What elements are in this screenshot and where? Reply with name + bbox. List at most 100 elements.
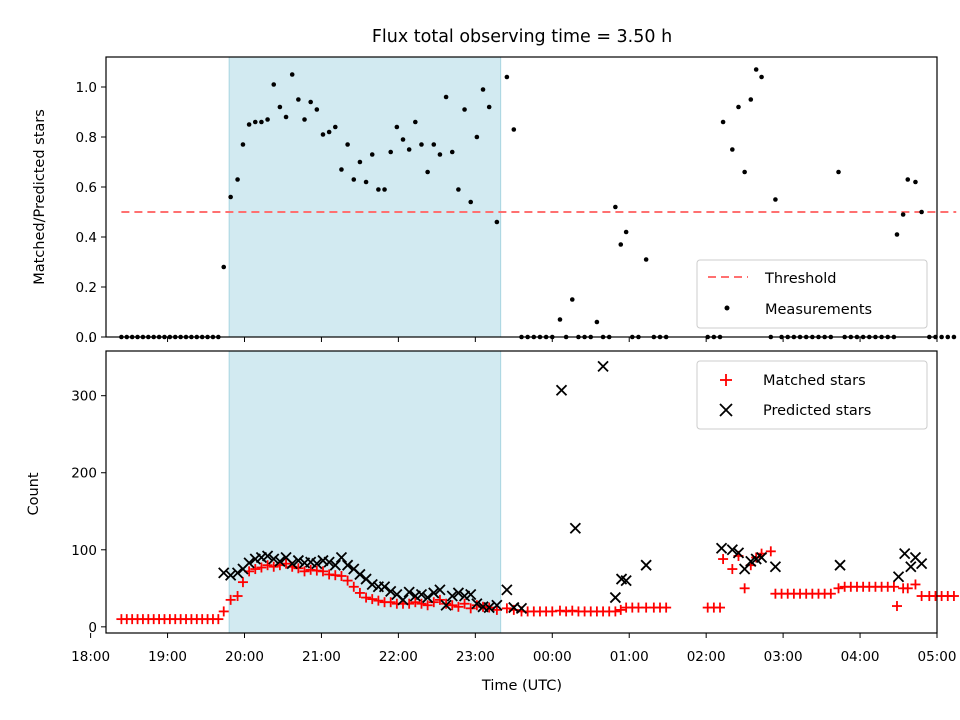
predicted-star-point <box>415 588 428 601</box>
predicted-star-point <box>491 599 503 611</box>
predicted-star-point <box>268 553 280 565</box>
matched-star-point <box>262 560 273 571</box>
measurement-point <box>235 177 240 182</box>
predicted-star-point <box>323 556 335 568</box>
matched-star-point <box>250 564 261 575</box>
measurement-point <box>894 232 900 237</box>
bottom-x-tick-label: 20:00 <box>225 649 264 665</box>
top-y-tick-label: 0.8 <box>76 130 97 146</box>
predicted-star-point <box>341 559 354 571</box>
predicted-star-point <box>397 594 409 606</box>
measurement-point <box>748 97 754 102</box>
measurement-point <box>557 317 563 322</box>
top-legend-box <box>696 259 928 329</box>
top-y-tick-label: 0.4 <box>76 230 97 246</box>
matched-star-point <box>459 598 470 609</box>
predicted-star-point <box>769 561 782 573</box>
matched-star-point <box>615 604 626 615</box>
matched-star-point <box>342 575 353 586</box>
measurement-point <box>594 319 600 325</box>
matched-star-point <box>765 546 776 557</box>
matched-star-point <box>268 561 279 572</box>
predicted-star-point <box>899 548 911 560</box>
measurement-point <box>400 137 406 142</box>
matched-star-point <box>373 595 384 606</box>
legend-predicted-label: Predicted stars <box>763 403 871 419</box>
bottom-panel: 0 100 200 300 18:00 19:00 20:00 21:00 22:00 23:0… <box>26 350 959 694</box>
measurement-point <box>320 132 326 137</box>
matched-star-point <box>317 566 328 577</box>
measurement-point <box>474 134 480 140</box>
predicted-star-point <box>915 558 928 570</box>
measurement-point <box>228 194 233 200</box>
measurement-point <box>351 177 357 182</box>
matched-stars-series <box>116 546 959 625</box>
measurement-point <box>265 117 270 122</box>
matched-star-point <box>471 600 482 611</box>
matched-star-point <box>416 598 427 609</box>
measurement-point <box>314 107 320 112</box>
measurements-series <box>119 67 957 340</box>
matched-star-point <box>256 562 267 573</box>
measurement-point <box>308 99 313 105</box>
matched-star-point <box>888 581 899 592</box>
measurement-point <box>221 264 227 270</box>
matched-star-point <box>385 597 396 608</box>
measurement-point <box>759 74 764 80</box>
measurement-point <box>511 127 517 132</box>
measurement-point <box>345 142 350 147</box>
top-observing-window <box>228 56 502 338</box>
bottom-x-ticks: 18:00 19:00 20:00 21:00 22:00 23:00 00:00 01:00… <box>71 633 956 665</box>
bottom-y-ticks: 0 100 200 300 <box>71 389 106 636</box>
x-axis-label: Time (UTC) <box>481 678 562 694</box>
top-y-tick-label: 0.6 <box>76 180 97 196</box>
top-plot-frame <box>105 56 938 338</box>
matched-star-point <box>441 598 452 609</box>
matched-star-point <box>367 594 378 605</box>
measurement-point <box>443 94 449 100</box>
measurement-point <box>480 87 486 92</box>
bottom-x-tick-label: 23:00 <box>456 649 495 665</box>
matched-star-point <box>361 592 372 603</box>
measurement-point <box>388 149 393 155</box>
bottom-x-tick-label: 02:00 <box>687 649 726 665</box>
predicted-star-point <box>640 559 652 571</box>
measurement-point <box>376 187 381 192</box>
measurement-point <box>836 169 841 175</box>
measurement-point <box>425 169 430 175</box>
predicted-star-point <box>378 581 391 593</box>
bottom-y-tick-label: 0 <box>88 620 97 636</box>
matched-star-point <box>299 566 310 577</box>
measurement-point <box>394 124 400 130</box>
predicted-star-point <box>403 586 415 598</box>
predicted-star-point <box>385 585 397 598</box>
measurement-point <box>271 82 277 87</box>
predicted-stars-series <box>218 360 928 614</box>
measurement-point <box>486 104 492 110</box>
predicted-star-point <box>440 599 452 611</box>
matched-star-point <box>434 594 445 605</box>
measurement-point <box>326 129 332 135</box>
measurement-point <box>246 122 252 127</box>
predicted-star-point <box>335 551 348 564</box>
predicted-star-point <box>231 567 244 579</box>
bottom-x-tick-label: 00:00 <box>533 649 572 665</box>
measurement-point <box>720 119 726 125</box>
matched-star-point <box>225 594 236 605</box>
matched-star-point <box>661 602 672 613</box>
predicted-star-point <box>515 602 528 614</box>
matched-star-point <box>727 564 738 575</box>
measurement-point <box>413 119 418 125</box>
bottom-y-axis-label: Count <box>26 472 42 515</box>
predicted-star-point <box>292 554 304 567</box>
matched-star-point <box>218 606 229 617</box>
matched-star-point <box>751 552 762 563</box>
measurement-point <box>643 257 649 262</box>
bottom-y-tick-label: 100 <box>71 543 97 559</box>
matched-star-point <box>348 581 359 592</box>
top-panel: Flux total observing time = 3.50 h 0.00.… <box>32 27 957 346</box>
predicted-star-point <box>446 590 458 602</box>
matched-star-point <box>910 579 921 590</box>
top-y-tick-label: 0.2 <box>76 280 97 296</box>
